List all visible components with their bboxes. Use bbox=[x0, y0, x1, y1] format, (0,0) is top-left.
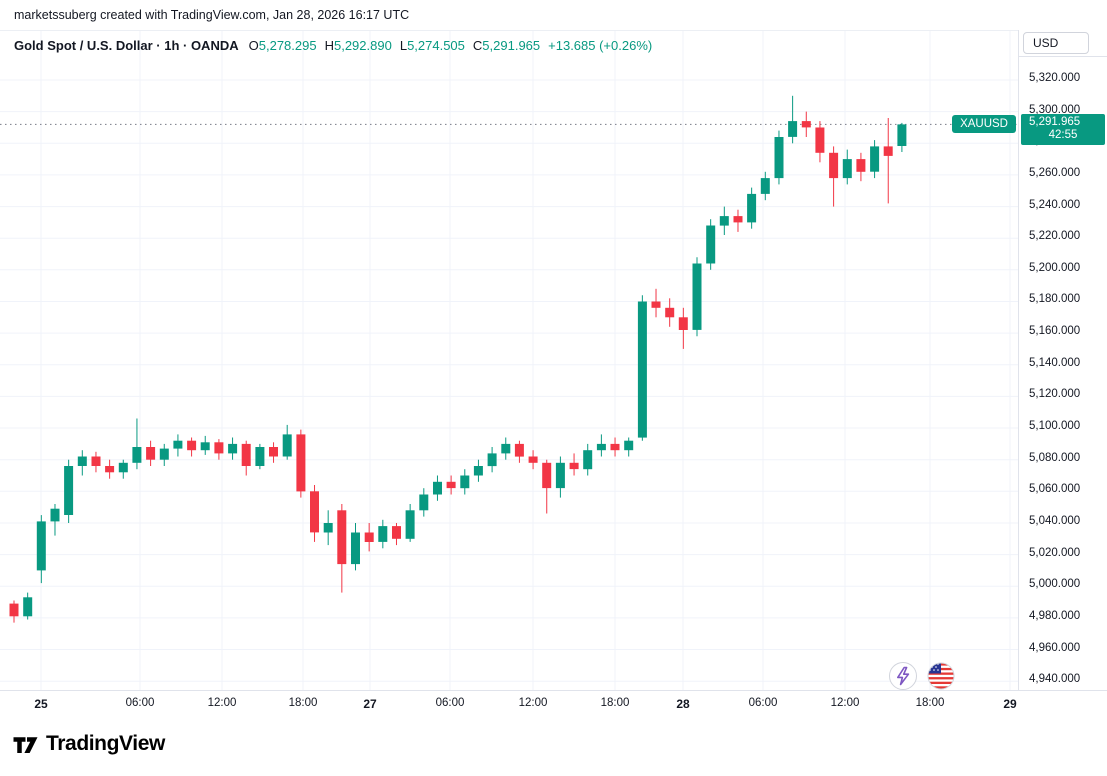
time-axis-label: 28 bbox=[676, 697, 690, 711]
price-axis-label: 4,940.000 bbox=[1029, 673, 1081, 686]
ohlc-low: L5,274.505 bbox=[399, 38, 465, 53]
price-axis-label: 5,000.000 bbox=[1029, 578, 1081, 591]
time-axis-label: 12:00 bbox=[830, 697, 860, 709]
time-axis-label: 12:00 bbox=[518, 697, 548, 709]
price-axis-label: 4,980.000 bbox=[1029, 609, 1081, 622]
price-axis-label: 5,260.000 bbox=[1029, 166, 1081, 179]
time-axis-label: 12:00 bbox=[207, 697, 237, 709]
time-axis-label: 27 bbox=[363, 697, 377, 711]
ohlc-close: C5,291.965 bbox=[472, 38, 541, 53]
ohlc-high: H5,292.890 bbox=[324, 38, 392, 53]
time-axis-label: 18:00 bbox=[600, 697, 630, 709]
attribution-text: marketssuberg created with TradingView.c… bbox=[14, 8, 410, 22]
tradingview-wordmark: TradingView bbox=[46, 732, 165, 755]
price-axis[interactable]: USD 5,320.0005,300.0005,280.0005,260.000… bbox=[1018, 30, 1107, 690]
price-axis-label: 5,140.000 bbox=[1029, 356, 1081, 369]
symbol-title[interactable]: Gold Spot / U.S. Dollar · 1h · OANDA bbox=[14, 38, 239, 53]
chart-plot-area[interactable]: Gold Spot / U.S. Dollar · 1h · OANDA O5,2… bbox=[0, 30, 1018, 691]
time-axis[interactable]: 25 06:00 12:00 18:00 27 06:00 12:00 18:00 28 06:0… bbox=[0, 690, 1107, 720]
price-axis-label: 5,180.000 bbox=[1029, 293, 1081, 306]
chart-legend: Gold Spot / U.S. Dollar · 1h · OANDA O5,2… bbox=[14, 38, 652, 53]
lightning-stamp-icon bbox=[888, 661, 918, 691]
candlestick-chart[interactable] bbox=[0, 31, 1018, 691]
time-axis-label: 06:00 bbox=[435, 697, 465, 709]
time-axis-label: 06:00 bbox=[748, 697, 778, 709]
tradingview-logo[interactable]: TradingView bbox=[12, 732, 165, 756]
price-axis-label: 5,040.000 bbox=[1029, 514, 1081, 527]
price-axis-label: 5,200.000 bbox=[1029, 261, 1081, 274]
price-axis-label: 5,160.000 bbox=[1029, 325, 1081, 338]
currency-selector-button[interactable]: USD bbox=[1023, 32, 1089, 54]
price-axis-label: 5,320.000 bbox=[1029, 72, 1081, 84]
price-axis-label: 5,080.000 bbox=[1029, 451, 1081, 464]
price-axis-label: 5,300.000 bbox=[1029, 103, 1081, 116]
price-axis-header: USD bbox=[1019, 30, 1107, 57]
time-axis-label: 18:00 bbox=[915, 697, 945, 709]
time-axis-label: 25 bbox=[34, 697, 48, 711]
us-flag-icon bbox=[926, 661, 956, 691]
price-axis-label: 5,120.000 bbox=[1029, 388, 1081, 401]
time-axis-label: 06:00 bbox=[125, 697, 155, 709]
time-axis-label: 18:00 bbox=[288, 697, 318, 709]
price-axis-label: 5,020.000 bbox=[1029, 546, 1081, 559]
price-axis-label: 4,960.000 bbox=[1029, 641, 1081, 654]
last-price-value: 5,291.965 bbox=[1029, 116, 1081, 129]
time-axis-label: 29 bbox=[1003, 697, 1017, 711]
price-axis-label: 5,100.000 bbox=[1029, 420, 1081, 433]
symbol-price-flag: XAUUSD bbox=[952, 115, 1016, 134]
price-axis-label: 5,060.000 bbox=[1029, 483, 1081, 496]
price-axis-label: 5,240.000 bbox=[1029, 198, 1081, 211]
ohlc-open: O5,278.295 bbox=[248, 38, 317, 53]
last-price-badge: 5,291.965 42:55 bbox=[1021, 114, 1105, 146]
price-change: +13.685 (+0.26%) bbox=[548, 38, 653, 53]
tradingview-logo-icon bbox=[13, 737, 38, 753]
price-axis-label: 5,220.000 bbox=[1029, 230, 1081, 243]
bar-countdown: 42:55 bbox=[1048, 129, 1078, 142]
